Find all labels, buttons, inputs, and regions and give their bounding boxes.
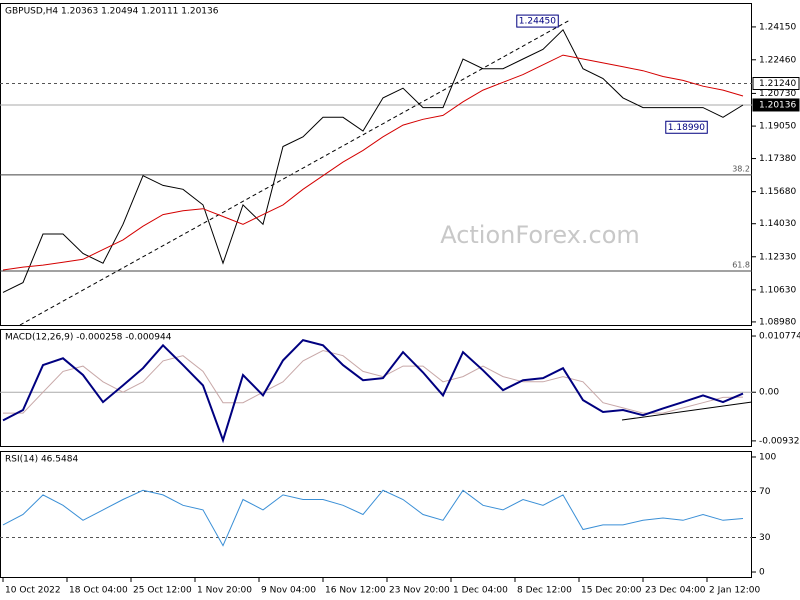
y-tick-label: 1.20730	[759, 89, 796, 99]
series-line	[2, 338, 744, 444]
x-tick-label: 8 Dec 12:00	[517, 586, 572, 596]
fib-label: 61.8	[732, 260, 750, 269]
series-line	[2, 54, 744, 271]
y-tick-label: 1.19050	[759, 122, 796, 132]
level-box	[752, 98, 800, 112]
x-tick-label: 1 Dec 04:00	[453, 586, 508, 596]
x-tick-label: 1 Nov 20:00	[197, 586, 252, 596]
y-tick-label: 0	[759, 568, 765, 578]
y-tick-label: 0.010774	[759, 332, 800, 342]
level-label: 1.20136	[759, 100, 796, 110]
panel-title: MACD(12,26,9) -0.000258 -0.000944	[5, 333, 172, 343]
y-tick-label: 0.00	[759, 388, 779, 398]
annotation-box	[516, 14, 559, 28]
series-line	[3, 349, 744, 414]
x-tick-label: 18 Oct 04:00	[69, 586, 128, 596]
annotation-label: 1.18990	[668, 123, 705, 133]
annotation-box	[665, 120, 708, 134]
x-tick-label: 15 Dec 20:00	[581, 586, 642, 596]
y-tick-label: -0.009328	[759, 436, 800, 446]
x-tick-label: 10 Oct 2022	[5, 586, 61, 596]
panel-title: RSI(14) 46.5484	[5, 455, 78, 465]
y-tick-label: 1.12330	[759, 252, 796, 262]
y-tick-label: 1.17380	[759, 154, 796, 164]
y-tick-label: 1.24150	[759, 22, 796, 32]
x-tick-label: 25 Oct 12:00	[133, 586, 192, 596]
y-tick-label: 1.14030	[759, 219, 796, 229]
series-line	[2, 489, 744, 547]
macd-trend-line	[621, 401, 753, 421]
level-box	[752, 77, 800, 91]
rsi-panel	[0, 451, 752, 578]
x-tick-label: 23 Nov 20:00	[389, 586, 450, 596]
level-label: 1.21240	[759, 79, 796, 89]
y-tick-label: 70	[759, 487, 771, 497]
price-panel	[0, 3, 752, 326]
x-tick-label: 23 Dec 04:00	[645, 586, 706, 596]
y-tick-label: 1.15680	[759, 187, 796, 197]
y-tick-label: 30	[759, 533, 771, 543]
x-tick-label: 9 Nov 04:00	[261, 586, 316, 596]
watermark: ActionForex.com	[440, 221, 640, 249]
fib-label: 38.2	[732, 164, 750, 173]
y-tick-label: 100	[759, 452, 776, 462]
panel-title: GBPUSD,H4 1.20363 1.20494 1.20111 1.2013…	[5, 7, 219, 17]
annotation-label: 1.24450	[519, 17, 556, 27]
y-tick-label: 1.10630	[759, 285, 796, 295]
y-tick-label: 1.22460	[759, 55, 796, 65]
y-tick-label: 1.08980	[759, 317, 796, 327]
x-tick-label: 2 Jan 12:00	[709, 586, 761, 596]
macd-panel	[0, 329, 752, 447]
series-line	[2, 28, 744, 293]
x-tick-label: 16 Nov 12:00	[325, 586, 386, 596]
